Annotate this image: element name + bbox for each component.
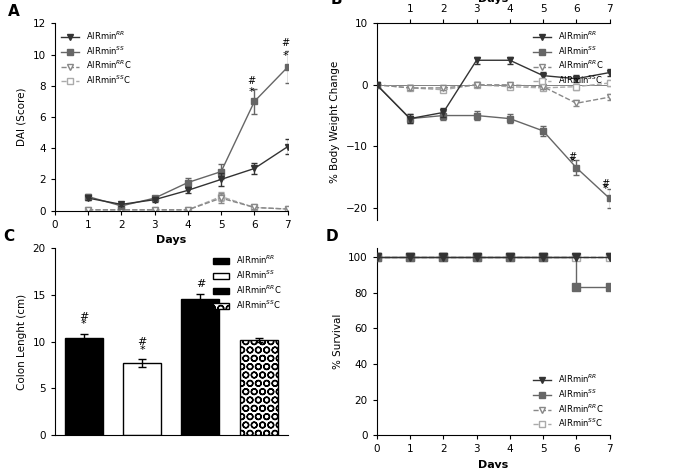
Text: #: #: [79, 312, 88, 322]
Text: A: A: [8, 4, 20, 19]
Bar: [65, 338, 103, 435]
Bar: [240, 340, 277, 435]
Text: *: *: [603, 184, 608, 194]
Legend: AIRmin$^{RR}$, AIRmin$^{SS}$, AIRmin$^{RR}$C, AIRmin$^{SS}$C: AIRmin$^{RR}$, AIRmin$^{SS}$, AIRmin$^{R…: [532, 28, 606, 88]
Text: B: B: [330, 0, 342, 7]
Text: D: D: [325, 228, 338, 243]
Bar: [182, 299, 219, 435]
Y-axis label: Colon Lenght (cm): Colon Lenght (cm): [17, 293, 27, 390]
Legend: AIRmin$^{RR}$, AIRmin$^{SS}$, AIRmin$^{RR}$C, AIRmin$^{SS}$C: AIRmin$^{RR}$, AIRmin$^{SS}$, AIRmin$^{R…: [532, 371, 606, 431]
Text: *: *: [282, 51, 288, 61]
Text: *: *: [139, 345, 145, 355]
Text: #: #: [138, 337, 147, 347]
Text: #: #: [281, 38, 289, 48]
Legend: AIRmin$^{RR}$, AIRmin$^{SS}$, AIRmin$^{RR}$C, AIRmin$^{SS}$C: AIRmin$^{RR}$, AIRmin$^{SS}$, AIRmin$^{R…: [59, 28, 133, 88]
Y-axis label: DAI (Score): DAI (Score): [17, 88, 27, 146]
Y-axis label: % Body Weight Change: % Body Weight Change: [330, 60, 340, 183]
Text: #: #: [569, 152, 577, 161]
Y-axis label: % Survival: % Survival: [332, 314, 342, 369]
Text: *: *: [569, 156, 575, 167]
Text: *: *: [249, 87, 255, 97]
Bar: [123, 363, 161, 435]
X-axis label: Days: Days: [156, 235, 186, 245]
Text: #: #: [196, 279, 205, 289]
Text: #: #: [601, 179, 610, 189]
X-axis label: Days: Days: [478, 0, 508, 4]
X-axis label: Days: Days: [478, 460, 508, 468]
Legend: AIRmin$^{RR}$, AIRmin$^{SS}$, AIRmin$^{RR}$C, AIRmin$^{SS}$C: AIRmin$^{RR}$, AIRmin$^{SS}$, AIRmin$^{R…: [211, 252, 284, 313]
Text: C: C: [3, 228, 14, 243]
Text: #: #: [248, 76, 256, 86]
Text: *: *: [81, 320, 87, 329]
